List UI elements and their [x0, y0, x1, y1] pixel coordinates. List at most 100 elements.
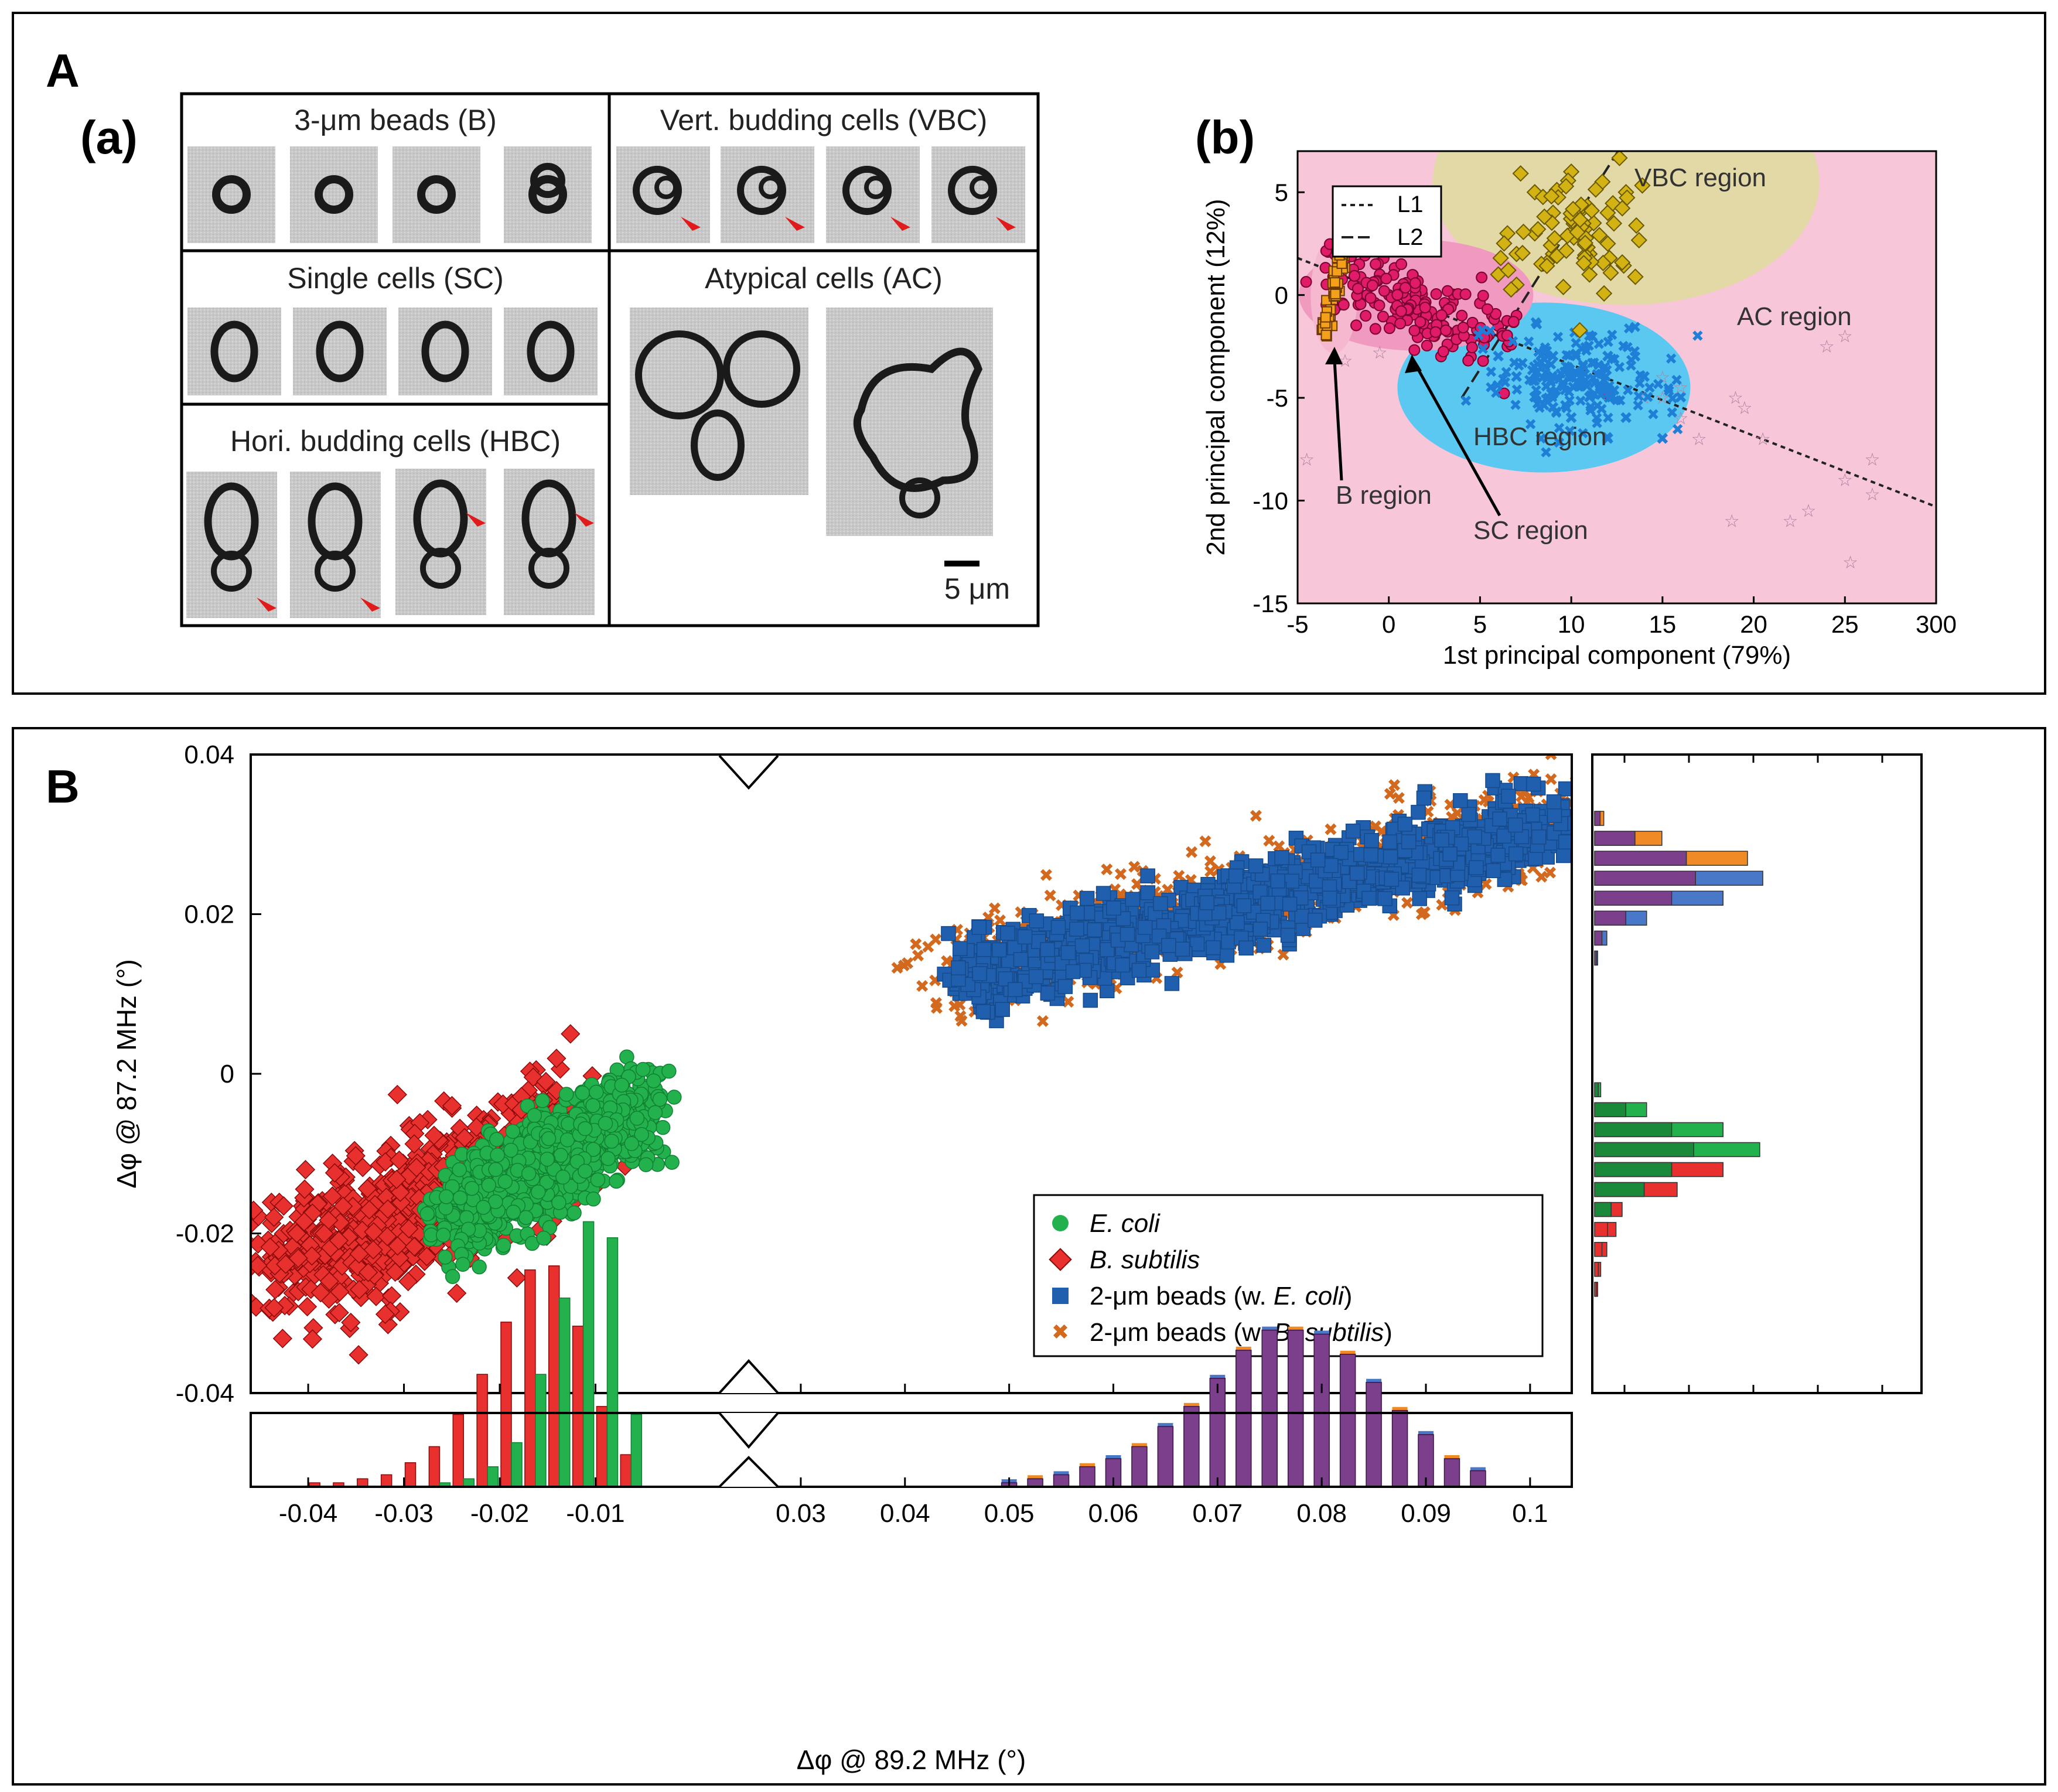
vbc-point — [1591, 227, 1608, 244]
bead-e-coli-point — [1028, 969, 1044, 985]
hbc-point: ✖ — [1592, 356, 1605, 374]
sc-point — [1360, 310, 1372, 322]
ac-point: ☆ — [1837, 327, 1853, 346]
legend-label: E. coli — [1090, 1209, 1161, 1238]
e-coli-point — [578, 1163, 593, 1179]
hbc-point: ✖ — [1533, 399, 1546, 417]
sc-point — [1498, 387, 1510, 400]
hbc-point: ✖ — [1579, 371, 1592, 389]
sc-point — [1414, 316, 1426, 328]
hbc-point: ✖ — [1562, 383, 1575, 401]
hbc-point: ✖ — [1601, 429, 1615, 448]
hbc-point: ✖ — [1591, 366, 1603, 383]
hbc-point: ✖ — [1524, 415, 1537, 433]
hbc-point: ✖ — [1628, 343, 1641, 360]
sc-point — [1349, 269, 1361, 282]
hbc-point: ✖ — [1623, 320, 1636, 337]
hbc-point: ✖ — [1587, 369, 1600, 387]
scale-bar-label: 5 μm — [944, 572, 1010, 605]
hbc-point: ✖ — [1593, 376, 1606, 393]
hbc-point: ✖ — [1629, 348, 1642, 366]
bead-e-coli-point — [1115, 957, 1130, 973]
bead-e-coli-point — [992, 942, 1007, 958]
micrograph-tile — [290, 472, 381, 618]
vbc-point — [1571, 322, 1588, 339]
vbc-point — [1595, 254, 1612, 272]
e-coli-point — [598, 1115, 613, 1131]
bead-e-coli-point — [1256, 937, 1272, 953]
hbc-point: ✖ — [1544, 372, 1557, 390]
red-arrow-marker — [890, 217, 910, 231]
x-tick-label: 0.05 — [984, 1499, 1035, 1528]
bead-e-coli-point — [1547, 808, 1562, 823]
micrograph-tile — [290, 146, 378, 243]
right-hist-bar-inner — [1594, 851, 1687, 866]
hbc-point: ✖ — [1605, 389, 1618, 407]
hbc-point: ✖ — [1634, 367, 1647, 384]
legend-l2-label: L2 — [1397, 224, 1424, 250]
bead-e-coli-point — [1322, 890, 1337, 906]
hbc-point: ✖ — [1574, 392, 1587, 410]
bead-e-coli-point — [953, 941, 968, 957]
vbc-point — [1611, 151, 1628, 166]
sc-point — [1466, 342, 1478, 354]
hbc-point: ✖ — [1534, 430, 1547, 448]
hbc-point: ✖ — [1576, 425, 1589, 442]
hbc-point: ✖ — [1670, 371, 1683, 389]
micrograph-tile — [187, 146, 275, 243]
right-hist-bar-inner — [1594, 910, 1626, 926]
vbc-point — [1546, 230, 1563, 247]
cell-outline — [528, 548, 569, 589]
vbc-point — [1614, 200, 1631, 217]
vbc-point — [1614, 254, 1631, 271]
b-subtilis-point — [349, 1345, 368, 1365]
bead-e-coli-point — [1083, 992, 1098, 1008]
vbc-point — [1565, 200, 1582, 218]
sc-point — [1462, 354, 1475, 367]
hbc-point: ✖ — [1576, 358, 1589, 376]
bead-e-coli-point — [976, 942, 992, 957]
vbc-point — [1500, 262, 1517, 279]
b-subtilis-point — [295, 1160, 316, 1180]
bead-e-coli-point — [1377, 891, 1393, 906]
cell-title-vbc: Vert. budding cells (VBC) — [660, 104, 988, 136]
pca-axes-frame — [1296, 150, 1937, 605]
b-region-arrow — [1333, 360, 1343, 481]
e-coli-point — [604, 1134, 619, 1149]
x-tick-label: -0.01 — [566, 1499, 624, 1528]
hist-bead-cap — [1183, 1402, 1199, 1407]
y-tick-label: -0.04 — [176, 1379, 234, 1408]
hist-beads-bar — [1443, 1458, 1460, 1487]
e-coli-point — [497, 1174, 513, 1189]
e-coli-point — [655, 1119, 671, 1135]
hbc-point: ✖ — [1491, 377, 1504, 394]
hbc-point: ✖ — [1582, 337, 1595, 355]
hist-bead-cap — [1210, 1374, 1226, 1378]
hbc-point: ✖ — [1666, 390, 1679, 407]
ac-point: ☆ — [1737, 399, 1753, 418]
bead-e-coli-point — [1029, 913, 1045, 929]
e-coli-point — [566, 1205, 582, 1221]
y-axis-label: 2nd principal component (12%) — [1202, 199, 1230, 555]
x-tick-label: 5 — [1473, 610, 1487, 638]
hbc-point: ✖ — [1625, 351, 1638, 369]
hbc-point: ✖ — [1560, 400, 1573, 417]
sc-point — [1457, 322, 1469, 334]
bead-e-coli-point — [1453, 793, 1468, 808]
vbc-point — [1538, 257, 1555, 275]
ac-point: ☆ — [1691, 429, 1707, 449]
bead-e-coli-point — [1248, 858, 1264, 873]
hbc-point: ✖ — [1656, 429, 1669, 448]
bead-e-coli-point — [1140, 868, 1155, 883]
b-subtilis-point — [447, 1283, 467, 1303]
hbc-point: ✖ — [1562, 359, 1575, 376]
hbc-point: ✖ — [1532, 343, 1545, 361]
e-coli-point — [614, 1077, 630, 1093]
hist-beads-bar — [1183, 1406, 1200, 1487]
b-point — [1329, 277, 1340, 288]
bead-e-coli-point — [1008, 982, 1023, 998]
vbc-point — [1543, 187, 1560, 205]
e-coli-point — [489, 1132, 504, 1147]
bead-b-subtilis-point: ✖ — [1573, 796, 1588, 815]
bead-e-coli-point — [1065, 964, 1081, 979]
